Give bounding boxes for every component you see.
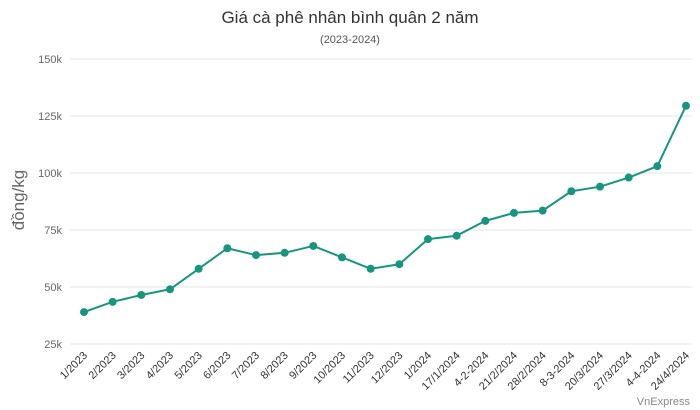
gridlines: [70, 58, 692, 345]
data-point[interactable]: [481, 216, 490, 225]
data-point[interactable]: [395, 260, 404, 269]
data-point[interactable]: [338, 253, 346, 262]
series-coffee-price: [80, 101, 690, 317]
y-tick-label: 75k: [44, 225, 62, 237]
data-point[interactable]: [366, 264, 375, 273]
data-point[interactable]: [108, 297, 117, 306]
data-point[interactable]: [624, 173, 633, 182]
data-point[interactable]: [538, 206, 547, 215]
x-tick-label: 5/2023: [173, 350, 205, 382]
chart-subtitle: (2023-2024): [320, 34, 380, 46]
data-point[interactable]: [309, 241, 318, 250]
data-point[interactable]: [424, 235, 432, 244]
x-tick-label: 7/2023: [230, 350, 262, 382]
x-axis-ticks: 1/20232/20233/20234/20235/20236/20237/20…: [58, 350, 692, 393]
data-point[interactable]: [596, 182, 604, 191]
x-tick-label: 2/2023: [87, 350, 119, 382]
y-tick-label: 125k: [38, 111, 62, 123]
y-tick-label: 50k: [44, 282, 62, 294]
data-point[interactable]: [682, 101, 690, 110]
data-point[interactable]: [452, 231, 461, 240]
chart-title: Giá cà phê nhân bình quân 2 năm: [221, 8, 479, 27]
data-point[interactable]: [252, 251, 260, 260]
x-tick-label: 4/2023: [144, 350, 176, 382]
data-point[interactable]: [223, 244, 232, 253]
data-point[interactable]: [80, 308, 88, 317]
x-tick-label: 12/2023: [369, 350, 406, 387]
x-tick-label: 1/2023: [58, 350, 90, 382]
data-point[interactable]: [510, 208, 518, 217]
source-credit: VnExpress: [637, 396, 691, 408]
x-tick-label: 3/2023: [115, 350, 147, 382]
data-point[interactable]: [166, 285, 174, 294]
data-point[interactable]: [194, 264, 203, 273]
data-point[interactable]: [280, 248, 289, 257]
x-tick-label: 8/2023: [259, 350, 291, 382]
y-axis-label: đồng/kg: [9, 170, 28, 231]
data-point[interactable]: [567, 187, 576, 196]
series-line: [83, 105, 687, 314]
y-tick-label: 150k: [38, 54, 62, 66]
y-tick-label: 100k: [38, 168, 62, 180]
data-point[interactable]: [653, 162, 662, 171]
x-tick-label: 6/2023: [201, 350, 233, 382]
y-tick-label: 25k: [44, 339, 62, 351]
data-point[interactable]: [137, 290, 146, 299]
y-axis-ticks: 25k 50k 75k 100k 125k 150k: [38, 54, 62, 351]
x-tick-label: 10/2023: [312, 350, 349, 387]
